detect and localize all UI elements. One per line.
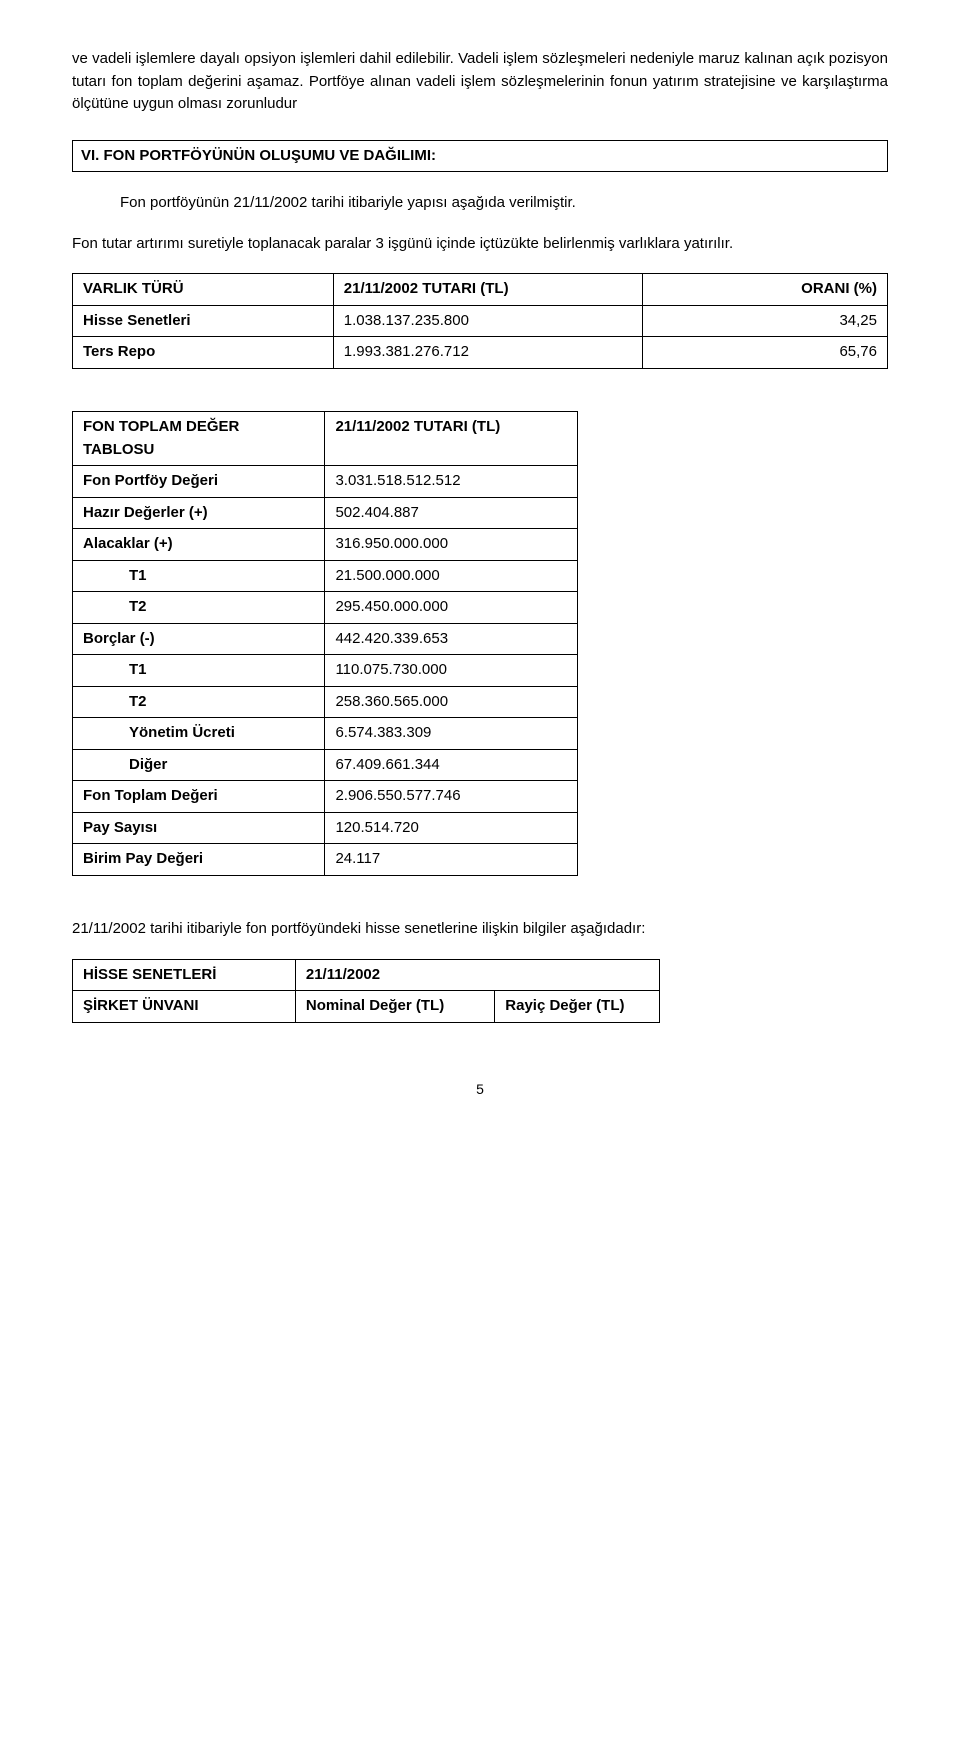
fund-value-cell: 67.409.661.344 [325, 749, 577, 781]
table-row: Borçlar (-)442.420.339.653 [73, 623, 578, 655]
asset-amount-cell: 1.038.137.235.800 [333, 305, 643, 337]
paragraph-intro: ve vadeli işlemlere dayalı opsiyon işlem… [72, 48, 888, 116]
fund-label-cell: Alacaklar (+) [73, 529, 325, 561]
section-heading: VI. FON PORTFÖYÜNÜN OLUŞUMU VE DAĞILIMI: [72, 140, 888, 173]
fund-value-cell: 258.360.565.000 [325, 686, 577, 718]
asset-ratio-cell: 34,25 [643, 305, 888, 337]
table-row: T1110.075.730.000 [73, 655, 578, 687]
table-row: Birim Pay Değeri24.117 [73, 844, 578, 876]
fon-toplam-deger-table: FON TOPLAM DEĞER TABLOSU 21/11/2002 TUTA… [72, 411, 578, 876]
page-number: 5 [72, 1079, 888, 1100]
fund-value-cell: 295.450.000.000 [325, 592, 577, 624]
fund-label-cell: Yönetim Ücreti [73, 718, 325, 750]
fund-label-cell: Fon Portföy Değeri [73, 466, 325, 498]
subheader-nominal: Nominal Değer (TL) [295, 991, 494, 1023]
table-row: Diğer67.409.661.344 [73, 749, 578, 781]
col-header-amount: 21/11/2002 TUTARI (TL) [333, 274, 643, 306]
fund-value-cell: 3.031.518.512.512 [325, 466, 577, 498]
fund-label-cell: T2 [73, 686, 325, 718]
col-header-asset-type: VARLIK TÜRÜ [73, 274, 334, 306]
fund-value-cell: 120.514.720 [325, 812, 577, 844]
col-header-value: 21/11/2002 TUTARI (TL) [325, 412, 577, 466]
fund-label-cell: Hazır Değerler (+) [73, 497, 325, 529]
subheader-rayic: Rayiç Değer (TL) [495, 991, 659, 1023]
fund-value-cell: 110.075.730.000 [325, 655, 577, 687]
fund-value-cell: 6.574.383.309 [325, 718, 577, 750]
fund-label-cell: T1 [73, 560, 325, 592]
table-header-row: FON TOPLAM DEĞER TABLOSU 21/11/2002 TUTA… [73, 412, 578, 466]
fund-value-cell: 442.420.339.653 [325, 623, 577, 655]
table-row: T2295.450.000.000 [73, 592, 578, 624]
col-header-ratio: ORANI (%) [643, 274, 888, 306]
table-row: Hisse Senetleri 1.038.137.235.800 34,25 [73, 305, 888, 337]
fund-value-cell: 502.404.887 [325, 497, 577, 529]
table-row: Alacaklar (+)316.950.000.000 [73, 529, 578, 561]
table-header-row: HİSSE SENETLERİ 21/11/2002 [73, 959, 660, 991]
paragraph-4: 21/11/2002 tarihi itibariyle fon portföy… [72, 918, 888, 941]
col-header-date: 21/11/2002 [295, 959, 659, 991]
asset-ratio-cell: 65,76 [643, 337, 888, 369]
col-header-label: FON TOPLAM DEĞER TABLOSU [73, 412, 325, 466]
hisse-senetleri-table: HİSSE SENETLERİ 21/11/2002 ŞİRKET ÜNVANI… [72, 959, 660, 1023]
table-row: T2258.360.565.000 [73, 686, 578, 718]
fund-label-cell: Birim Pay Değeri [73, 844, 325, 876]
table-subheader-row: ŞİRKET ÜNVANI Nominal Değer (TL) Rayiç D… [73, 991, 660, 1023]
table-header-row: VARLIK TÜRÜ 21/11/2002 TUTARI (TL) ORANI… [73, 274, 888, 306]
fund-label-cell: Fon Toplam Değeri [73, 781, 325, 813]
fund-value-cell: 316.950.000.000 [325, 529, 577, 561]
fund-label-cell: Diğer [73, 749, 325, 781]
table-row: Fon Toplam Değeri2.906.550.577.746 [73, 781, 578, 813]
asset-amount-cell: 1.993.381.276.712 [333, 337, 643, 369]
fund-value-cell: 21.500.000.000 [325, 560, 577, 592]
fund-label-cell: Pay Sayısı [73, 812, 325, 844]
fund-label-cell: Borçlar (-) [73, 623, 325, 655]
asset-type-cell: Ters Repo [73, 337, 334, 369]
table-row: T121.500.000.000 [73, 560, 578, 592]
table-row: Pay Sayısı120.514.720 [73, 812, 578, 844]
fund-value-cell: 2.906.550.577.746 [325, 781, 577, 813]
table-row: Hazır Değerler (+)502.404.887 [73, 497, 578, 529]
col-header-hisse: HİSSE SENETLERİ [73, 959, 296, 991]
table-row: Ters Repo 1.993.381.276.712 65,76 [73, 337, 888, 369]
fund-label-cell: T2 [73, 592, 325, 624]
asset-type-cell: Hisse Senetleri [73, 305, 334, 337]
fund-value-cell: 24.117 [325, 844, 577, 876]
table-row: Fon Portföy Değeri3.031.518.512.512 [73, 466, 578, 498]
paragraph-3: Fon tutar artırımı suretiyle toplanacak … [72, 233, 888, 256]
subheader-company: ŞİRKET ÜNVANI [73, 991, 296, 1023]
fund-label-cell: T1 [73, 655, 325, 687]
table-row: Yönetim Ücreti6.574.383.309 [73, 718, 578, 750]
paragraph-2: Fon portföyünün 21/11/2002 tarihi itibar… [120, 192, 888, 215]
varlik-turu-table: VARLIK TÜRÜ 21/11/2002 TUTARI (TL) ORANI… [72, 273, 888, 369]
